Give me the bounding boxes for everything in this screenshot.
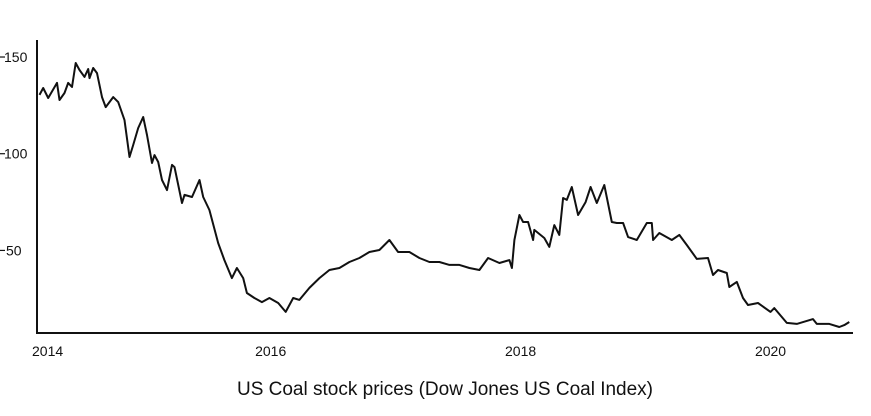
x-tick-label: 2016 [255, 343, 286, 359]
series-line-coal-index [38, 62, 850, 328]
x-tick-label: 2020 [755, 343, 786, 359]
y-tick-label: 150 [4, 49, 28, 65]
y-ticks: 150 100 50 [0, 49, 28, 258]
y-tick-label: 50 [6, 242, 22, 258]
x-tick-label: 2014 [32, 343, 63, 359]
x-tick-label: 2018 [505, 343, 536, 359]
x-ticks: 2014 2016 2018 2020 [32, 343, 786, 359]
chart-title: US Coal stock prices (Dow Jones US Coal … [237, 379, 653, 400]
y-tick-label: 100 [4, 146, 28, 162]
